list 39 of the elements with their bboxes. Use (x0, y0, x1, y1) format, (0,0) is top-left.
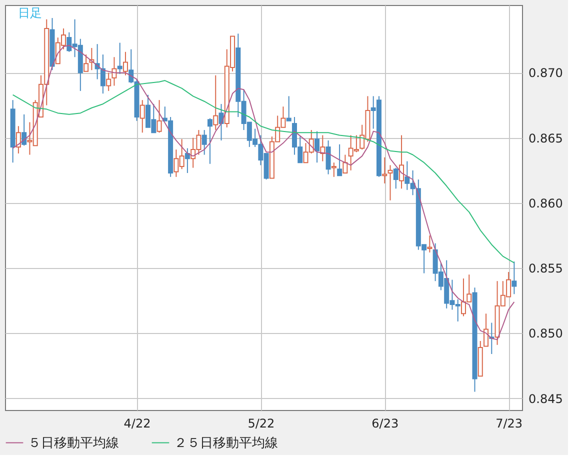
candlestick (399, 134, 404, 190)
x-tick-label: 6/23 (372, 416, 399, 430)
candlestick (213, 74, 218, 131)
x-tick-label: 5/22 (248, 416, 275, 430)
candlestick (427, 235, 432, 253)
candlestick (512, 261, 517, 295)
candlestick (326, 140, 331, 175)
candlestick (140, 100, 145, 134)
candlestick (202, 130, 207, 156)
candlestick (207, 118, 212, 164)
x-tick-label: 7/23 (496, 416, 523, 430)
candlestick (84, 54, 89, 72)
candlestick (22, 114, 27, 146)
y-tick-label: 0.845 (528, 392, 563, 406)
line-series (12, 80, 515, 264)
y-tick-label: 0.870 (528, 66, 563, 80)
candlestick (117, 42, 122, 75)
candlestick (112, 56, 117, 86)
candlestick (388, 164, 393, 201)
y-tick-label: 0.855 (528, 262, 563, 276)
annotation: 日足 (18, 6, 42, 20)
candlestick (342, 154, 348, 174)
candlestick (16, 126, 21, 154)
y-tick-label: 0.850 (528, 326, 563, 341)
candlestick (382, 156, 388, 184)
x-tick-label: 4/22 (124, 416, 151, 430)
candlestick (393, 167, 398, 190)
candlestick (106, 72, 112, 92)
legend-label: ５日移動平均線 (28, 436, 119, 451)
candlestick (331, 162, 336, 178)
legend-label: ２５日移動平均線 (174, 436, 278, 451)
candlestick (484, 313, 489, 347)
candlestick (314, 130, 320, 164)
candlestick (286, 96, 292, 122)
y-tick-label: 0.860 (528, 196, 563, 210)
y-tick-label: 0.865 (528, 131, 563, 146)
candlestick (122, 51, 128, 76)
candlestick (156, 100, 162, 134)
candlestick (337, 144, 342, 176)
